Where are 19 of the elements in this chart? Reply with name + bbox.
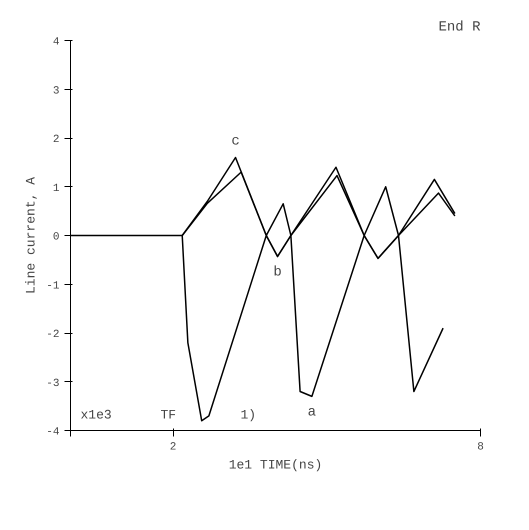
annotation: c <box>231 134 240 150</box>
x-tick-label: 8 <box>477 442 484 454</box>
y-tick-label: 3 <box>52 85 60 98</box>
y-tick-label: 2 <box>52 134 60 146</box>
chart-title: End R <box>438 20 482 36</box>
y-tick-label: 0 <box>52 232 60 244</box>
y-tick-label: -4 <box>46 426 60 438</box>
y-tick-label: 4 <box>52 36 60 48</box>
y-tick-label: 1 <box>52 182 60 195</box>
y-axis-title: Line current, A <box>23 176 38 294</box>
x-axis-title: 1e1 TIME(ns) <box>228 458 322 472</box>
annotation: x1e3 <box>80 408 112 422</box>
y-tick-label: -3 <box>46 378 60 390</box>
annotation: TF <box>160 408 176 422</box>
y-tick-label: -2 <box>46 329 60 341</box>
annotation: b <box>273 264 282 280</box>
annotation: 1) <box>240 408 256 422</box>
y-tick-label: -1 <box>46 280 60 292</box>
annotation: a <box>308 404 316 420</box>
